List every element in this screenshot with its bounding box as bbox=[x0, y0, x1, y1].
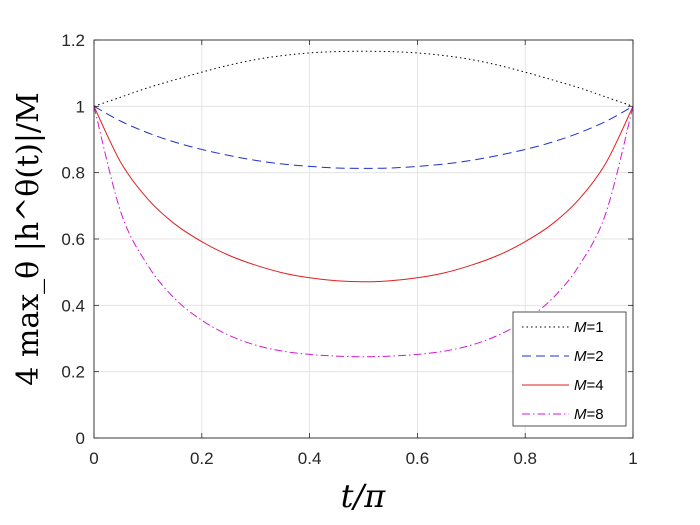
x-tick-label: 0 bbox=[89, 449, 98, 468]
x-tick-label: 0.6 bbox=[406, 449, 430, 468]
legend-label: M=1 bbox=[574, 319, 604, 336]
y-tick-label: 0.8 bbox=[61, 164, 85, 183]
x-tick-label: 0.8 bbox=[513, 449, 537, 468]
series-line-m2 bbox=[93, 105, 634, 169]
tick-labels: 0 0.2 0.4 0.6 0.8 1 0 0.2 0.4 0.6 0.8 1 1.2 bbox=[61, 31, 637, 468]
y-tick-label: 0.2 bbox=[61, 363, 85, 382]
legend-label: M=2 bbox=[574, 348, 604, 365]
y-tick-label: 1.2 bbox=[61, 31, 85, 50]
y-tick-label: 0 bbox=[76, 429, 85, 448]
y-axis-title-text: 4 max_θ |h^θ(t)|/M bbox=[11, 92, 46, 386]
y-tick-label: 0.4 bbox=[61, 296, 85, 315]
legend: M=1 M=2 M=4 M=8 bbox=[512, 311, 627, 427]
legend-box bbox=[512, 311, 627, 427]
series-line-m8 bbox=[93, 106, 634, 358]
x-tick-label: 1 bbox=[628, 449, 637, 468]
y-tick-label: 0.6 bbox=[61, 230, 85, 249]
legend-label: M=4 bbox=[574, 377, 604, 394]
series-layer bbox=[93, 50, 634, 358]
y-tick-label: 1 bbox=[76, 97, 85, 116]
x-axis-title: t/π bbox=[341, 477, 387, 515]
legend-label: M=8 bbox=[574, 406, 604, 423]
series-line-m1 bbox=[93, 50, 634, 107]
series-line-m4 bbox=[93, 106, 634, 283]
tick-marks bbox=[93, 39, 634, 439]
x-tick-label: 0.4 bbox=[298, 449, 322, 468]
x-tick-label: 0.2 bbox=[190, 449, 214, 468]
y-axis-title: 4 max_θ |h^θ(t)|/M bbox=[11, 92, 46, 386]
